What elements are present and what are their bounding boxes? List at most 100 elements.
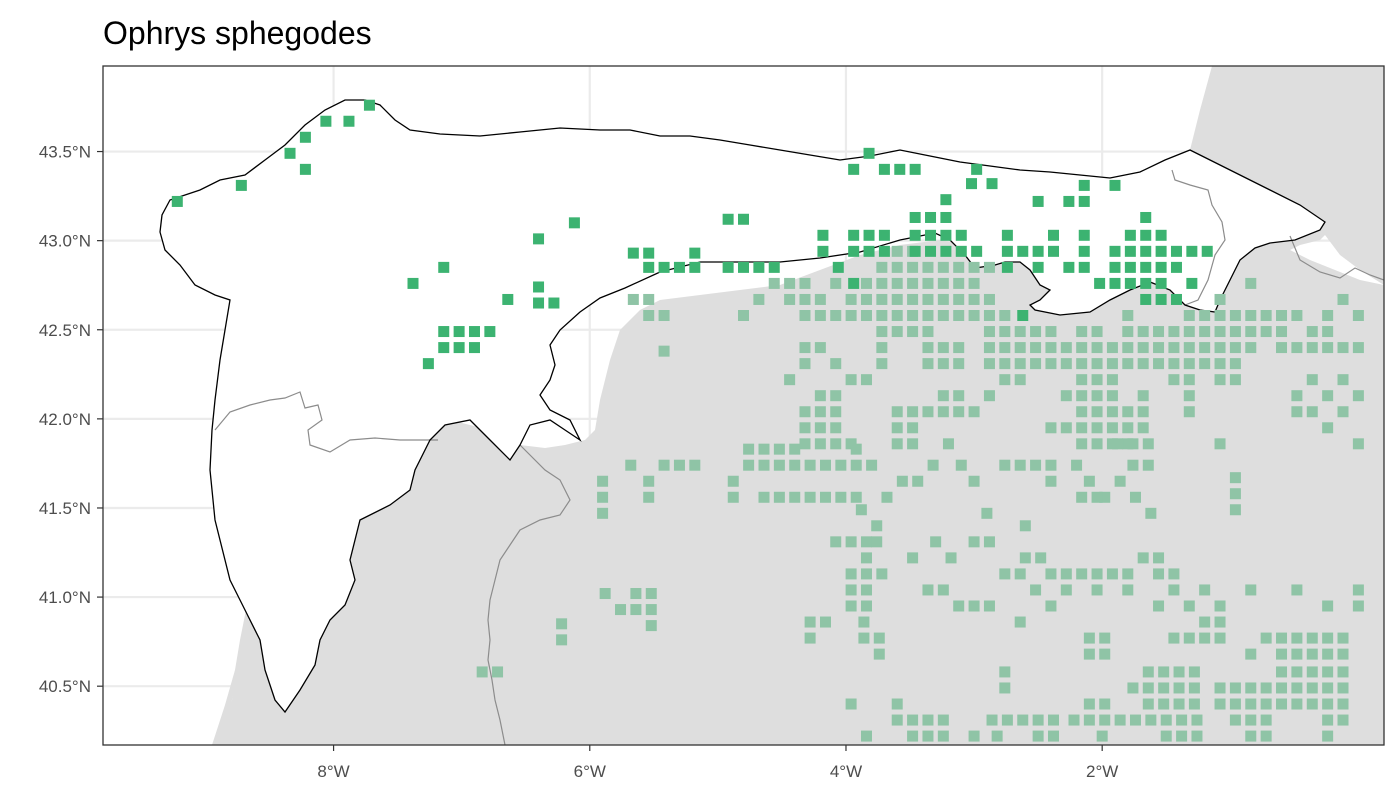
record-point-outside — [476, 666, 488, 678]
record-point-outside — [1091, 406, 1103, 418]
record-point-outside — [1142, 698, 1154, 710]
record-point-outside — [1168, 584, 1180, 596]
record-point-outside — [999, 358, 1011, 370]
record-point-outside — [1091, 568, 1103, 580]
record-point-outside — [1045, 342, 1057, 354]
record-point-outside — [1214, 682, 1226, 694]
record-point-outside — [983, 600, 995, 612]
record-point-inside — [533, 233, 545, 245]
record-point-outside — [1045, 358, 1057, 370]
record-point-outside — [953, 406, 965, 418]
record-point-outside — [1142, 682, 1154, 694]
record-point-outside — [937, 277, 949, 289]
record-point-outside — [937, 342, 949, 354]
record-point-outside — [743, 443, 755, 455]
record-point-inside — [1186, 277, 1198, 289]
record-point-outside — [799, 358, 811, 370]
outside-land-area — [212, 225, 1384, 745]
x-axis: 8°W 6°W 4°W 2°W — [317, 745, 1118, 781]
record-point-outside — [1168, 632, 1180, 644]
record-point-outside — [1214, 616, 1226, 628]
record-point-inside — [925, 245, 937, 257]
record-point-outside — [804, 616, 816, 628]
record-point-outside — [1306, 342, 1318, 354]
record-point-outside — [673, 459, 685, 471]
record-point-outside — [1122, 568, 1134, 580]
record-point-outside — [1032, 730, 1044, 742]
record-point-outside — [912, 475, 924, 487]
record-point-outside — [556, 618, 568, 630]
record-point-outside — [1076, 491, 1088, 503]
record-point-outside — [968, 536, 980, 548]
record-point-outside — [891, 310, 903, 322]
record-point-outside — [830, 422, 842, 434]
record-point-inside — [909, 163, 921, 175]
record-point-outside — [1176, 714, 1188, 726]
record-point-outside — [922, 730, 934, 742]
record-point-inside — [1124, 277, 1136, 289]
record-point-inside — [863, 147, 875, 159]
record-point-outside — [1291, 632, 1303, 644]
record-point-outside — [1322, 342, 1334, 354]
record-point-outside — [1127, 682, 1139, 694]
record-point-outside — [1045, 568, 1057, 580]
record-point-outside — [876, 358, 888, 370]
record-point-outside — [1032, 714, 1044, 726]
record-point-outside — [830, 358, 842, 370]
record-point-inside — [848, 163, 860, 175]
record-point-outside — [922, 277, 934, 289]
record-point-inside — [955, 229, 967, 241]
record-point-outside — [789, 443, 801, 455]
record-point-outside — [643, 475, 655, 487]
record-point-outside — [1076, 358, 1088, 370]
record-point-outside — [630, 588, 642, 600]
record-point-outside — [784, 277, 796, 289]
record-point-outside — [937, 293, 949, 305]
record-point-outside — [922, 406, 934, 418]
record-point-outside — [1083, 648, 1095, 660]
record-point-outside — [1153, 326, 1165, 338]
record-point-inside — [940, 211, 952, 223]
record-point-outside — [860, 730, 872, 742]
record-point-outside — [1137, 358, 1149, 370]
record-point-outside — [1158, 698, 1170, 710]
record-point-outside — [1091, 374, 1103, 386]
record-point-inside — [1186, 245, 1198, 257]
record-point-outside — [937, 406, 949, 418]
record-point-outside — [1083, 632, 1095, 644]
record-point-outside — [1191, 714, 1203, 726]
record-point-inside — [722, 261, 734, 273]
record-point-outside — [1068, 714, 1080, 726]
record-point-outside — [1145, 507, 1157, 519]
record-point-outside — [955, 459, 967, 471]
record-point-outside — [1045, 475, 1057, 487]
record-point-outside — [799, 406, 811, 418]
record-point-outside — [1306, 698, 1318, 710]
record-point-outside — [945, 552, 957, 564]
record-point-outside — [1337, 682, 1349, 694]
record-point-inside — [1078, 245, 1090, 257]
record-point-outside — [789, 491, 801, 503]
y-tick-label: 42.0°N — [39, 410, 91, 429]
record-point-outside — [1352, 390, 1364, 402]
record-point-outside — [1337, 342, 1349, 354]
record-point-inside — [643, 247, 655, 259]
record-point-outside — [1137, 342, 1149, 354]
record-point-outside — [1306, 666, 1318, 678]
record-point-inside — [1170, 245, 1182, 257]
record-point-outside — [1060, 584, 1072, 596]
record-point-outside — [1245, 730, 1257, 742]
record-point-inside — [658, 261, 670, 273]
record-point-outside — [645, 588, 657, 600]
record-point-outside — [1106, 358, 1118, 370]
record-point-outside — [1260, 698, 1272, 710]
record-point-inside — [1140, 293, 1152, 305]
record-point-outside — [1158, 682, 1170, 694]
record-point-inside — [878, 163, 890, 175]
record-point-outside — [855, 504, 867, 516]
record-point-outside — [1322, 682, 1334, 694]
record-point-outside — [658, 459, 670, 471]
record-point-outside — [1260, 326, 1272, 338]
y-axis: 43.5°N 43.0°N 42.5°N 42.0°N 41.5°N 41.0°N 40.5… — [39, 143, 103, 696]
record-point-outside — [1122, 584, 1134, 596]
